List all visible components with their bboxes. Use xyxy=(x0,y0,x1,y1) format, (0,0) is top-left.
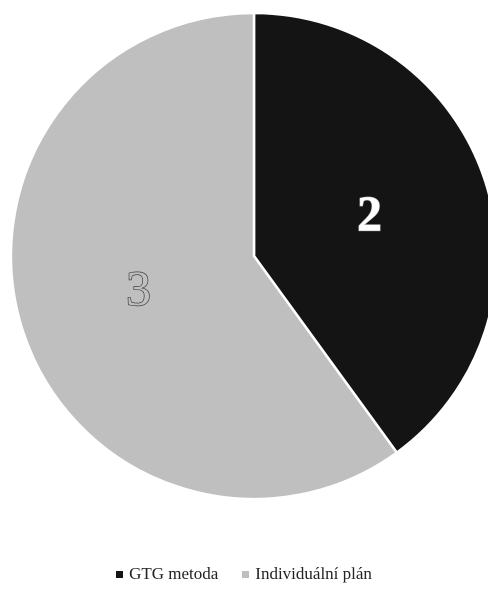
pie-slice-2 xyxy=(9,11,399,501)
pie-data-label-2: 3 xyxy=(126,260,151,316)
legend-label-individualni-plan: Individuální plán xyxy=(255,564,372,583)
pie-slice-1 xyxy=(252,11,488,455)
legend-swatch-gtg-metoda xyxy=(116,570,124,578)
pie-data-label-1: 2 xyxy=(357,185,382,241)
legend-item-gtg-metoda: GTG metoda xyxy=(116,564,218,584)
pie-chart-canvas: 23 xyxy=(9,11,488,501)
legend-label-gtg-metoda: GTG metoda xyxy=(129,564,219,583)
chart-legend: GTG metoda Individuální plán xyxy=(0,560,488,588)
legend-swatch-individualni-plan xyxy=(242,570,250,578)
legend-item-individualni-plan: Individuální plán xyxy=(242,564,372,584)
